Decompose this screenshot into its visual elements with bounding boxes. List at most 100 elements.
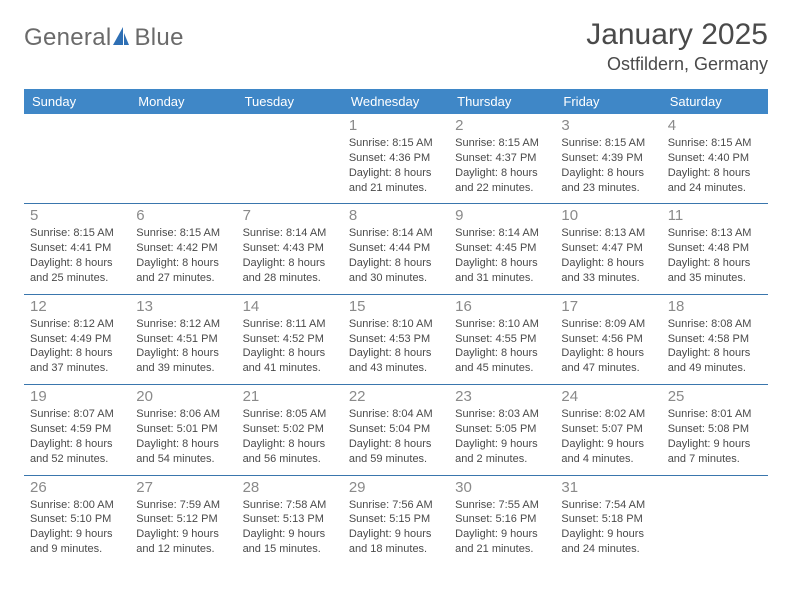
day-cell: 4Sunrise: 8:15 AMSunset: 4:40 PMDaylight… bbox=[662, 114, 768, 204]
weekday-header-row: Sunday Monday Tuesday Wednesday Thursday… bbox=[24, 89, 768, 114]
day-number: 23 bbox=[455, 388, 549, 405]
day-number: 11 bbox=[668, 207, 762, 224]
day-number: 3 bbox=[561, 117, 655, 134]
day-number: 29 bbox=[349, 479, 443, 496]
day-number: 1 bbox=[349, 117, 443, 134]
day-detail: Sunrise: 8:10 AMSunset: 4:53 PMDaylight:… bbox=[349, 317, 443, 376]
day-number: 5 bbox=[30, 207, 124, 224]
brand-logo: General Blue bbox=[24, 18, 184, 52]
day-cell: 6 Sunrise: 8:15 AMSunset: 4:42 PMDaylight… bbox=[130, 204, 236, 294]
day-cell bbox=[24, 114, 130, 204]
day-cell: 22 Sunrise: 8:04 AMSunset: 5:04 PMDayligh… bbox=[343, 385, 449, 475]
day-number: 7 bbox=[243, 207, 337, 224]
day-number: 30 bbox=[455, 479, 549, 496]
day-number: 24 bbox=[561, 388, 655, 405]
calendar-body: 1 Sunrise: 8:15 AMSunset: 4:36 PMDaylight… bbox=[24, 114, 768, 565]
day-cell: 13Sunrise: 8:12 AMSunset: 4:51 PMDayligh… bbox=[130, 294, 236, 384]
day-cell: 16Sunrise: 8:10 AMSunset: 4:55 PMDayligh… bbox=[449, 294, 555, 384]
day-cell: 10 Sunrise: 8:13 AMSunset: 4:47 PMDayligh… bbox=[555, 204, 661, 294]
day-number: 19 bbox=[30, 388, 124, 405]
day-number: 14 bbox=[243, 298, 337, 315]
weekday-header: Sunday bbox=[24, 89, 130, 114]
day-detail: Sunrise: 8:04 AMSunset: 5:04 PMDaylight:… bbox=[349, 407, 443, 466]
day-cell: 14 Sunrise: 8:11 AMSunset: 4:52 PMDayligh… bbox=[237, 294, 343, 384]
day-cell: 15 Sunrise: 8:10 AMSunset: 4:53 PMDayligh… bbox=[343, 294, 449, 384]
weekday-header: Thursday bbox=[449, 89, 555, 114]
day-number: 31 bbox=[561, 479, 655, 496]
day-detail: Sunrise: 8:13 AMSunset: 4:48 PMDaylight:… bbox=[668, 226, 762, 285]
brand-word-blue: Blue bbox=[134, 24, 183, 52]
day-number: 2 bbox=[455, 117, 549, 134]
brand-sail-icon bbox=[111, 25, 131, 52]
day-detail: Sunrise: 8:00 AMSunset: 5:10 PMDaylight:… bbox=[30, 498, 124, 557]
day-detail: Sunrise: 7:58 AMSunset: 5:13 PMDaylight:… bbox=[243, 498, 337, 557]
day-cell: 2 Sunrise: 8:15 AMSunset: 4:37 PMDaylight… bbox=[449, 114, 555, 204]
day-cell: 11 Sunrise: 8:13 AMSunset: 4:48 PMDayligh… bbox=[662, 204, 768, 294]
day-cell: 1 Sunrise: 8:15 AMSunset: 4:36 PMDaylight… bbox=[343, 114, 449, 204]
day-detail: Sunrise: 7:59 AMSunset: 5:12 PMDaylight:… bbox=[136, 498, 230, 557]
day-detail: Sunrise: 8:01 AMSunset: 5:08 PMDaylight:… bbox=[668, 407, 762, 466]
day-number: 10 bbox=[561, 207, 655, 224]
day-number: 21 bbox=[243, 388, 337, 405]
day-cell: 21Sunrise: 8:05 AMSunset: 5:02 PMDayligh… bbox=[237, 385, 343, 475]
weekday-header: Monday bbox=[130, 89, 236, 114]
week-row: 12Sunrise: 8:12 AMSunset: 4:49 PMDayligh… bbox=[24, 294, 768, 384]
title-block: January 2025 Ostfildern, Germany bbox=[586, 18, 768, 75]
weekday-header: Saturday bbox=[662, 89, 768, 114]
day-detail: Sunrise: 8:15 AMSunset: 4:37 PMDaylight:… bbox=[455, 136, 549, 195]
day-number: 26 bbox=[30, 479, 124, 496]
day-cell: 20Sunrise: 8:06 AMSunset: 5:01 PMDayligh… bbox=[130, 385, 236, 475]
day-detail: Sunrise: 8:13 AMSunset: 4:47 PMDaylight:… bbox=[561, 226, 655, 285]
day-detail: Sunrise: 8:15 AMSunset: 4:39 PMDaylight:… bbox=[561, 136, 655, 195]
weekday-header: Friday bbox=[555, 89, 661, 114]
day-detail: Sunrise: 8:03 AMSunset: 5:05 PMDaylight:… bbox=[455, 407, 549, 466]
calendar-table: Sunday Monday Tuesday Wednesday Thursday… bbox=[24, 89, 768, 565]
day-cell: 5 Sunrise: 8:15 AMSunset: 4:41 PMDaylight… bbox=[24, 204, 130, 294]
day-number: 9 bbox=[455, 207, 549, 224]
day-detail: Sunrise: 8:15 AMSunset: 4:42 PMDaylight:… bbox=[136, 226, 230, 285]
day-detail: Sunrise: 7:55 AMSunset: 5:16 PMDaylight:… bbox=[455, 498, 549, 557]
day-cell: 7Sunrise: 8:14 AMSunset: 4:43 PMDaylight… bbox=[237, 204, 343, 294]
day-cell bbox=[237, 114, 343, 204]
location-label: Ostfildern, Germany bbox=[586, 54, 768, 75]
day-cell bbox=[662, 475, 768, 565]
day-number: 12 bbox=[30, 298, 124, 315]
week-row: 26 Sunrise: 8:00 AMSunset: 5:10 PMDayligh… bbox=[24, 475, 768, 565]
day-cell: 31 Sunrise: 7:54 AMSunset: 5:18 PMDayligh… bbox=[555, 475, 661, 565]
day-number: 18 bbox=[668, 298, 762, 315]
day-cell: 18 Sunrise: 8:08 AMSunset: 4:58 PMDayligh… bbox=[662, 294, 768, 384]
day-detail: Sunrise: 7:54 AMSunset: 5:18 PMDaylight:… bbox=[561, 498, 655, 557]
day-detail: Sunrise: 8:08 AMSunset: 4:58 PMDaylight:… bbox=[668, 317, 762, 376]
day-detail: Sunrise: 8:14 AMSunset: 4:45 PMDaylight:… bbox=[455, 226, 549, 285]
day-number: 28 bbox=[243, 479, 337, 496]
day-number: 22 bbox=[349, 388, 443, 405]
weekday-header: Tuesday bbox=[237, 89, 343, 114]
day-cell: 23 Sunrise: 8:03 AMSunset: 5:05 PMDayligh… bbox=[449, 385, 555, 475]
day-number: 25 bbox=[668, 388, 762, 405]
day-detail: Sunrise: 8:02 AMSunset: 5:07 PMDaylight:… bbox=[561, 407, 655, 466]
day-cell: 25 Sunrise: 8:01 AMSunset: 5:08 PMDayligh… bbox=[662, 385, 768, 475]
day-cell: 24 Sunrise: 8:02 AMSunset: 5:07 PMDayligh… bbox=[555, 385, 661, 475]
day-number: 6 bbox=[136, 207, 230, 224]
day-number: 13 bbox=[136, 298, 230, 315]
day-cell: 3 Sunrise: 8:15 AMSunset: 4:39 PMDaylight… bbox=[555, 114, 661, 204]
day-number: 8 bbox=[349, 207, 443, 224]
weekday-header: Wednesday bbox=[343, 89, 449, 114]
day-detail: Sunrise: 8:15 AMSunset: 4:41 PMDaylight:… bbox=[30, 226, 124, 285]
day-number: 15 bbox=[349, 298, 443, 315]
day-cell: 27Sunrise: 7:59 AMSunset: 5:12 PMDayligh… bbox=[130, 475, 236, 565]
day-cell: 8Sunrise: 8:14 AMSunset: 4:44 PMDaylight… bbox=[343, 204, 449, 294]
day-number: 16 bbox=[455, 298, 549, 315]
day-cell: 26 Sunrise: 8:00 AMSunset: 5:10 PMDayligh… bbox=[24, 475, 130, 565]
day-detail: Sunrise: 8:15 AMSunset: 4:40 PMDaylight:… bbox=[668, 136, 762, 195]
day-detail: Sunrise: 8:15 AMSunset: 4:36 PMDaylight:… bbox=[349, 136, 443, 195]
day-detail: Sunrise: 8:07 AMSunset: 4:59 PMDaylight:… bbox=[30, 407, 124, 466]
brand-word-general: General bbox=[24, 24, 111, 52]
day-number: 20 bbox=[136, 388, 230, 405]
day-detail: Sunrise: 8:09 AMSunset: 4:56 PMDaylight:… bbox=[561, 317, 655, 376]
week-row: 5 Sunrise: 8:15 AMSunset: 4:41 PMDaylight… bbox=[24, 204, 768, 294]
day-cell bbox=[130, 114, 236, 204]
day-cell: 19 Sunrise: 8:07 AMSunset: 4:59 PMDayligh… bbox=[24, 385, 130, 475]
day-detail: Sunrise: 8:11 AMSunset: 4:52 PMDaylight:… bbox=[243, 317, 337, 376]
day-detail: Sunrise: 7:56 AMSunset: 5:15 PMDaylight:… bbox=[349, 498, 443, 557]
